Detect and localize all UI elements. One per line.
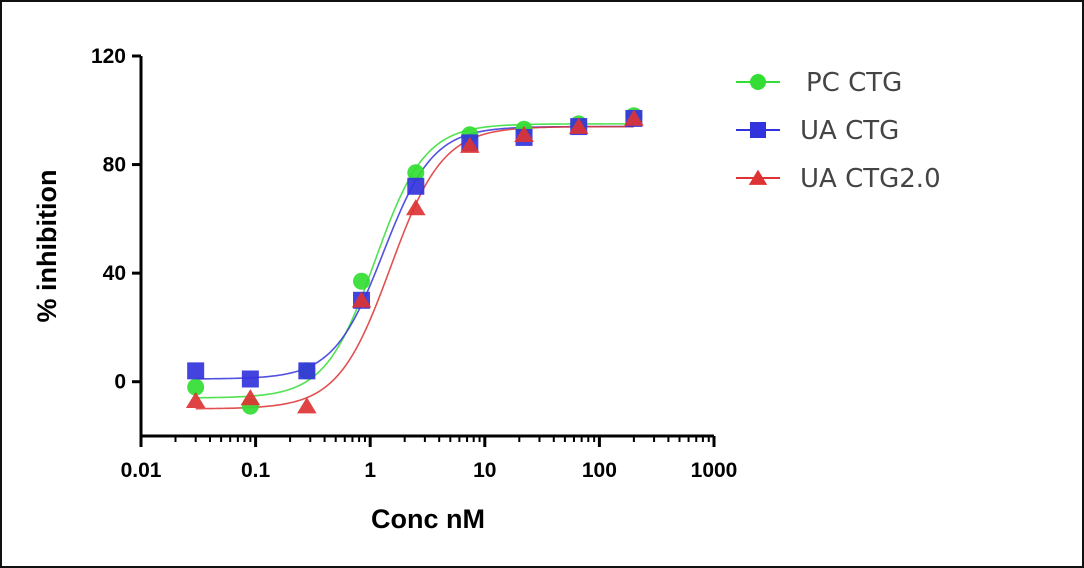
legend-label: UA CTG — [800, 116, 899, 146]
legend: PC CTG UA CTG UA CTG2.0 — [736, 68, 941, 194]
legend-marker — [750, 122, 766, 138]
y-axis-ticks: 0 40 80 120 — [91, 45, 141, 394]
legend-label: UA CTG2.0 — [800, 164, 941, 194]
legend-marker — [750, 74, 766, 90]
y-tick-label: 120 — [91, 45, 126, 68]
data-point-series-3 — [514, 125, 534, 142]
y-tick-label: 0 — [114, 371, 126, 394]
data-point-series-3 — [406, 199, 426, 216]
x-tick-label: 100 — [582, 459, 617, 482]
data-points — [185, 107, 644, 415]
x-tick-label: 10 — [473, 459, 496, 482]
data-point-series-2 — [298, 362, 316, 380]
data-point-series-2 — [407, 177, 425, 195]
axes — [139, 56, 714, 438]
data-point-series-3 — [185, 391, 206, 408]
x-tick-label: 1 — [364, 459, 376, 482]
data-point-series-1 — [353, 272, 371, 290]
x-axis-title: Conc nM — [371, 504, 485, 534]
x-axis-ticks: 0.01 0.1 1 10 100 1000 — [121, 436, 738, 482]
data-point-series-1 — [187, 378, 205, 396]
y-tick-label: 80 — [103, 154, 126, 177]
legend-label: PC CTG — [806, 68, 902, 98]
data-point-series-2 — [241, 370, 259, 388]
x-tick-label: 0.01 — [121, 459, 162, 482]
data-point-series-3 — [240, 389, 261, 406]
data-point-series-3 — [351, 291, 372, 308]
data-point-series-3 — [568, 117, 589, 134]
x-tick-label: 0.1 — [241, 459, 271, 482]
x-tick-label: 1000 — [691, 459, 738, 482]
data-point-series-2 — [187, 362, 205, 380]
y-axis-title: % inhibition — [32, 170, 62, 323]
y-tick-label: 40 — [103, 262, 126, 285]
data-point-series-3 — [297, 397, 317, 414]
data-point-series-1 — [407, 164, 425, 182]
data-point-series-3 — [460, 136, 480, 153]
data-point-series-3 — [624, 109, 644, 126]
legend-marker — [748, 169, 768, 185]
